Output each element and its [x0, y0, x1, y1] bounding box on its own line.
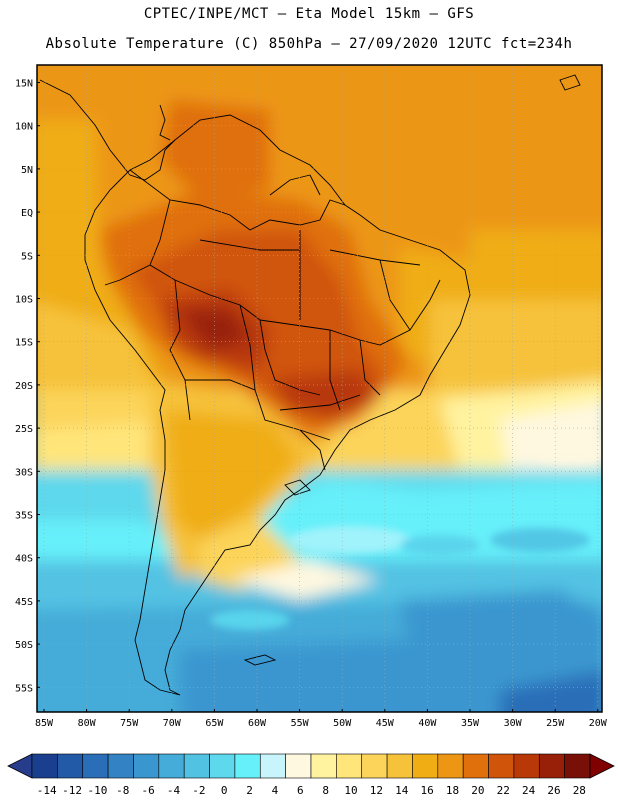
lat-label: 40S [15, 554, 33, 565]
colorbar-swatch [158, 753, 185, 779]
colorbar-label: 6 [297, 784, 304, 797]
colorbar-swatch [285, 753, 312, 779]
colorbar-label: -12 [62, 784, 82, 797]
colorbar-swatch [513, 753, 540, 779]
colorbar-label: 0 [221, 784, 228, 797]
colorbar-swatch [31, 753, 58, 779]
lat-label: 55S [15, 683, 33, 694]
colorbar-label: -4 [167, 784, 181, 797]
lat-label: 5N [21, 165, 33, 176]
colorbar-swatch [234, 753, 261, 779]
lon-label: 60W [248, 718, 267, 729]
colorbar-label: 10 [344, 784, 357, 797]
colorbar-labels: -14 -12 -10 -8 -6 -4 -2 0 2 4 6 8 10 12 14 16 18 20 22 24 26… [37, 784, 586, 797]
colorbar-swatch [386, 753, 413, 779]
colorbar-swatch [412, 753, 439, 779]
longitude-labels: 85W 80W 75W 70W 65W 60W 55W 50W 45W 40W 35W 30W 25W 2… [35, 709, 608, 729]
colorbar-label: 16 [421, 784, 434, 797]
colorbar-swatch [209, 753, 236, 779]
colorbar [7, 753, 615, 779]
lon-label: 55W [291, 718, 310, 729]
lat-label: 45S [15, 597, 33, 608]
lat-label: 20S [15, 381, 33, 392]
colorbar-over-arrow [589, 753, 615, 779]
colorbar-swatch [462, 753, 489, 779]
colorbar-label: 14 [395, 784, 409, 797]
lat-label: 50S [15, 640, 33, 651]
colorbar-swatch [361, 753, 388, 779]
lat-label: 15S [15, 338, 33, 349]
coastlines [39, 74, 581, 696]
lon-label: 80W [78, 718, 97, 729]
colorbar-label: 8 [322, 784, 329, 797]
lat-label: EQ [21, 208, 33, 219]
colorbar-label: 4 [272, 784, 279, 797]
chart-title: CPTEC/INPE/MCT — Eta Model 15km — GFS [143, 6, 475, 22]
lon-label: 75W [120, 718, 139, 729]
colorbar-label: 2 [246, 784, 253, 797]
colorbar-swatch [183, 753, 210, 779]
colorbar-swatch [310, 753, 337, 779]
map-frame [36, 64, 603, 713]
colorbar-label: -8 [116, 784, 129, 797]
lon-label: 65W [205, 718, 224, 729]
lat-label: 15N [15, 79, 33, 90]
lat-label: 25S [15, 424, 33, 435]
colorbar-swatch [107, 753, 134, 779]
lon-label: 85W [35, 718, 54, 729]
latitude-labels: 15N 10N 5N EQ 5S 10S 15S 20S 25S 30S 35S 40S 45S 50S 5… [15, 79, 40, 694]
lat-label: 10N [15, 122, 33, 133]
lon-label: 20W [589, 718, 608, 729]
lon-label: 40W [418, 718, 437, 729]
colorbar-swatch [57, 753, 84, 779]
chart-subtitle: Absolute Temperature (C) 850hPa — 27/09/… [45, 36, 573, 52]
colorbar-label: -6 [142, 784, 155, 797]
lat-label: 10S [15, 295, 33, 306]
colorbar-label: 26 [547, 784, 560, 797]
lon-label: 30W [504, 718, 523, 729]
lat-label: 35S [15, 511, 33, 522]
colorbar-swatch [336, 753, 363, 779]
colorbar-swatch [82, 753, 109, 779]
lon-label: 50W [333, 718, 352, 729]
lon-label: 45W [376, 718, 395, 729]
colorbar-label: -10 [87, 784, 107, 797]
lon-label: 35W [461, 718, 480, 729]
colorbar-swatch [259, 753, 286, 779]
colorbar-label: -2 [192, 784, 205, 797]
colorbar-swatch [437, 753, 464, 779]
colorbar-label: 20 [471, 784, 484, 797]
colorbar-label: 24 [522, 784, 536, 797]
lat-label: 30S [15, 467, 33, 478]
colorbar-label: 28 [573, 784, 586, 797]
colorbar-swatch [538, 753, 565, 779]
colorbar-label: -14 [37, 784, 57, 797]
colorbar-swatch [133, 753, 160, 779]
colorbar-under-arrow [7, 753, 33, 779]
colorbar-swatch [488, 753, 515, 779]
temperature-field [37, 65, 602, 712]
lat-label: 5S [21, 251, 33, 262]
colorbar-label: 22 [497, 784, 510, 797]
colorbar-label: 18 [446, 784, 459, 797]
lon-label: 70W [163, 718, 182, 729]
lon-label: 25W [546, 718, 565, 729]
colorbar-label: 12 [370, 784, 383, 797]
colorbar-swatch [564, 753, 591, 779]
